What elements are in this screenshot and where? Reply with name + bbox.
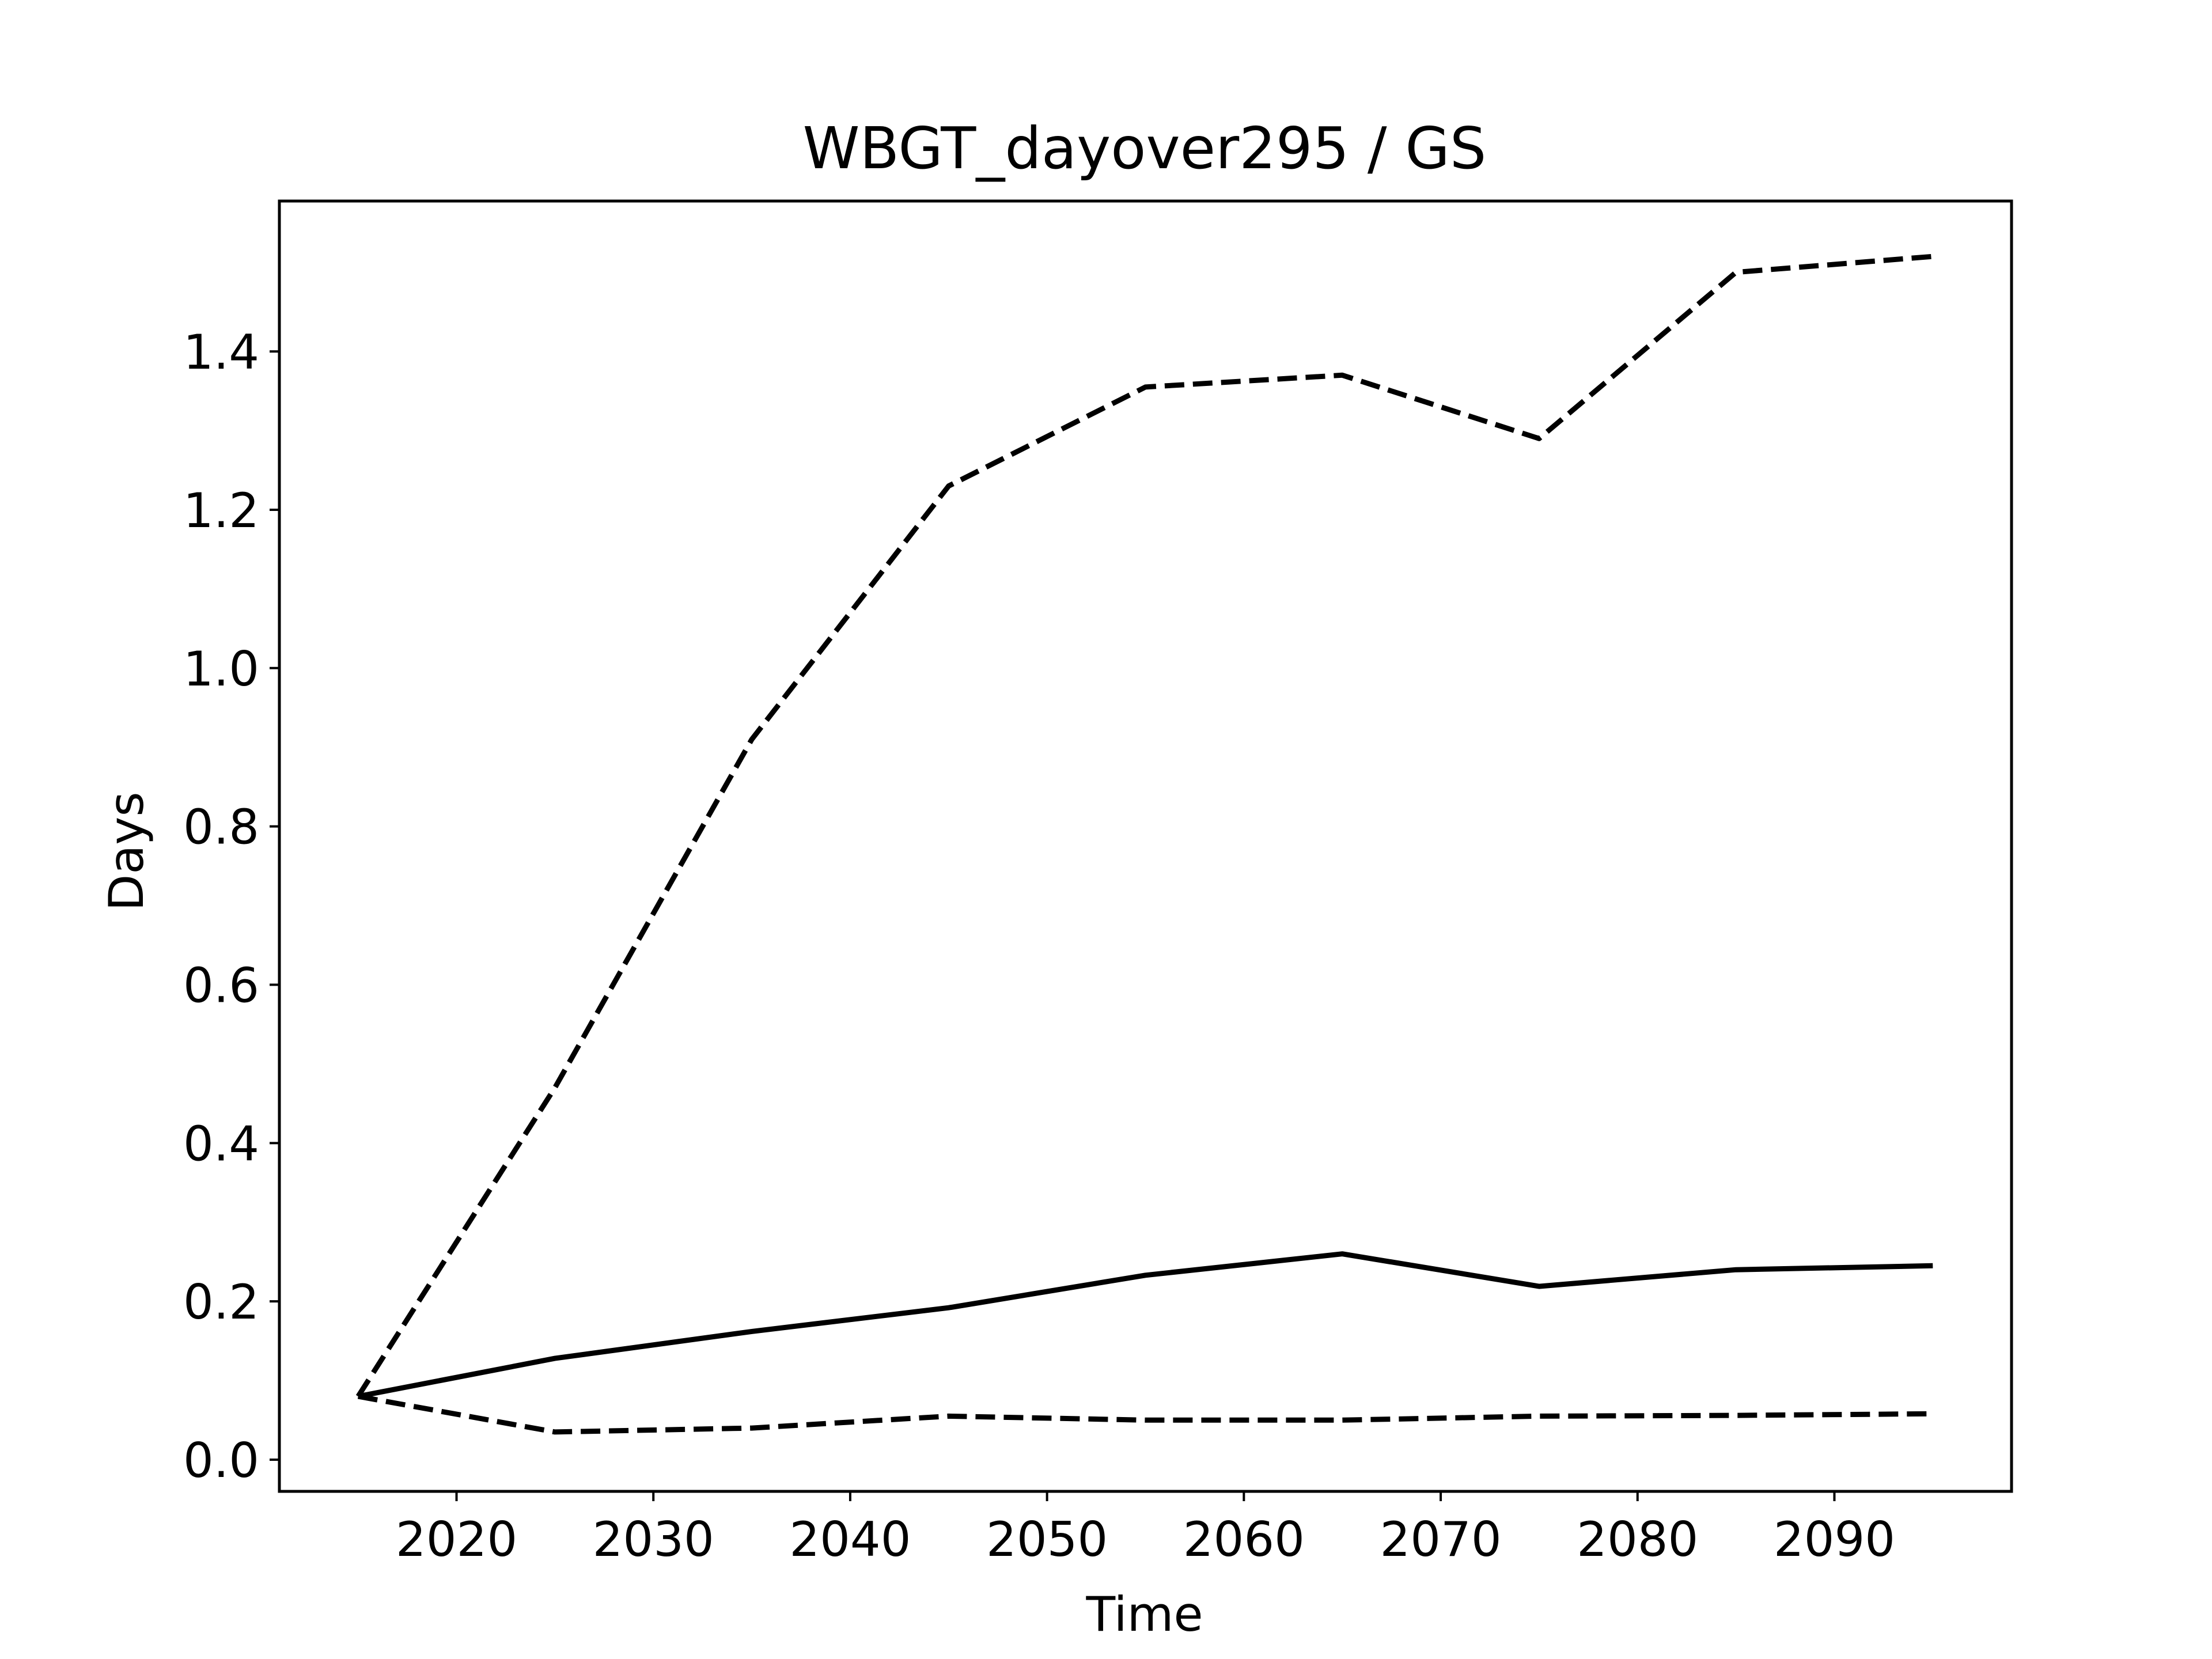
x-axis-label: Time: [1085, 1586, 1203, 1642]
y-tick-label-6: 1.2: [183, 483, 259, 539]
plot-frame: [278, 199, 2013, 1493]
chart-title: WBGT_dayover295 / GS: [803, 115, 1487, 182]
y-tick-label-3: 0.6: [183, 957, 259, 1013]
x-tick-label-2040: 2040: [789, 1512, 911, 1567]
x-tick-label-2080: 2080: [1577, 1512, 1698, 1567]
x-tick-label-2020: 2020: [396, 1512, 517, 1567]
x-tick-label-2070: 2070: [1380, 1512, 1501, 1567]
x-tick-label-2060: 2060: [1183, 1512, 1305, 1567]
series-layer: [355, 253, 1933, 1435]
y-tick-label-2: 0.4: [183, 1116, 259, 1172]
x-axis: 2020 2030 2040 2050 2060 2070 2080 2090: [396, 1491, 1895, 1567]
y-tick-label-4: 0.8: [183, 800, 259, 855]
x-tick-label-2030: 2030: [593, 1512, 714, 1567]
x-tick-label-2050: 2050: [986, 1512, 1108, 1567]
y-tick-label-0: 0.0: [183, 1433, 259, 1488]
y-tick-label-5: 1.0: [183, 641, 259, 697]
series-line-2: [357, 1251, 1933, 1399]
series-line-3: [357, 1393, 1933, 1435]
y-tick-label-1: 0.2: [183, 1274, 259, 1330]
y-tick-label-7: 1.4: [183, 324, 259, 380]
series-line-1: [355, 253, 1933, 1398]
y-axis-label: Days: [99, 791, 154, 911]
x-tick-label-2090: 2090: [1774, 1512, 1895, 1567]
y-axis: 0.0 0.2 0.4 0.6 0.8 1.0 1.2 1.4: [183, 324, 279, 1488]
